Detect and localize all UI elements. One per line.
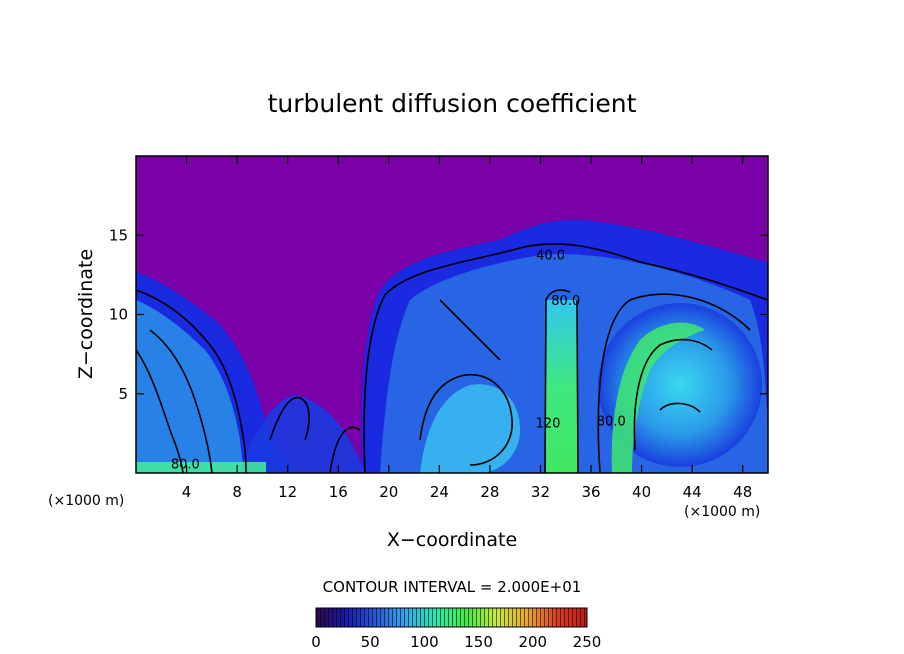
contour-label: 80.0 — [171, 457, 200, 472]
contour-labels: 40.0 80.0 80.0 120 80.0 — [171, 248, 626, 472]
plot-area — [136, 156, 768, 473]
x-axis: 4 8 12 16 20 24 28 32 36 40 44 48 — [182, 156, 752, 501]
colorbar-tick-label: 50 — [361, 633, 380, 651]
contour-label: 80.0 — [551, 294, 580, 309]
contour-label: 40.0 — [536, 248, 565, 263]
x-axis-label: X−coordinate — [387, 529, 517, 551]
x-unit-right: (×1000 m) — [684, 504, 760, 520]
x-unit-left: (×1000 m) — [48, 493, 124, 509]
y-axis-label: Z−coordinate — [75, 249, 97, 379]
vortex-green-arc — [611, 322, 705, 473]
x-tick-label: 16 — [329, 483, 348, 501]
updraft-core — [546, 300, 578, 473]
x-tick-label: 4 — [182, 483, 192, 501]
contour-line — [419, 373, 513, 466]
x-tick-label: 12 — [278, 483, 297, 501]
contour-line — [136, 349, 184, 473]
colorbar-ticks: 0 50 100 150 200 250 — [311, 633, 601, 651]
x-tick-label: 20 — [379, 483, 398, 501]
contour-line — [633, 338, 713, 451]
colorbar-tick-label: 100 — [410, 633, 439, 651]
contour-line — [149, 329, 213, 473]
contour-line — [544, 289, 571, 473]
x-tick-label: 24 — [430, 483, 449, 501]
y-tick-label: 15 — [109, 226, 128, 244]
chart-title: turbulent diffusion coefficient — [268, 89, 637, 118]
x-tick-label: 32 — [531, 483, 550, 501]
contour-line — [269, 396, 310, 441]
colorbar-tick-label: 200 — [518, 633, 547, 651]
colorbar-tick-label: 150 — [464, 633, 493, 651]
contour-interval: CONTOUR INTERVAL = 2.000E+01 — [323, 578, 582, 596]
mid-swirl — [420, 384, 520, 473]
contour-line — [329, 426, 361, 473]
contour-line — [597, 293, 751, 473]
x-tick-label: 40 — [632, 483, 651, 501]
x-tick-label: 36 — [581, 483, 600, 501]
y-tick-label: 5 — [118, 385, 128, 403]
colorbar-tick-label: 0 — [311, 633, 321, 651]
x-tick-label: 8 — [232, 483, 242, 501]
colorbar-stripes — [316, 608, 587, 627]
x-tick-label: 44 — [683, 483, 702, 501]
surface-green-strip — [136, 462, 266, 473]
y-axis: 5 10 15 — [109, 226, 768, 403]
contour-line — [136, 289, 247, 473]
x-tick-label: 48 — [733, 483, 752, 501]
contour-line — [659, 402, 701, 413]
contour-label: 80.0 — [597, 415, 626, 430]
colorbar-tick-label: 250 — [573, 633, 602, 651]
colorbar-frame — [315, 607, 588, 628]
x-tick-label: 28 — [480, 483, 499, 501]
colorbar: 0 50 100 150 200 250 — [311, 607, 601, 651]
contour-line — [363, 243, 768, 473]
y-tick-label: 10 — [109, 306, 128, 324]
contour-label: 120 — [536, 416, 561, 431]
contour-line — [439, 299, 501, 361]
contour-line — [576, 299, 579, 473]
